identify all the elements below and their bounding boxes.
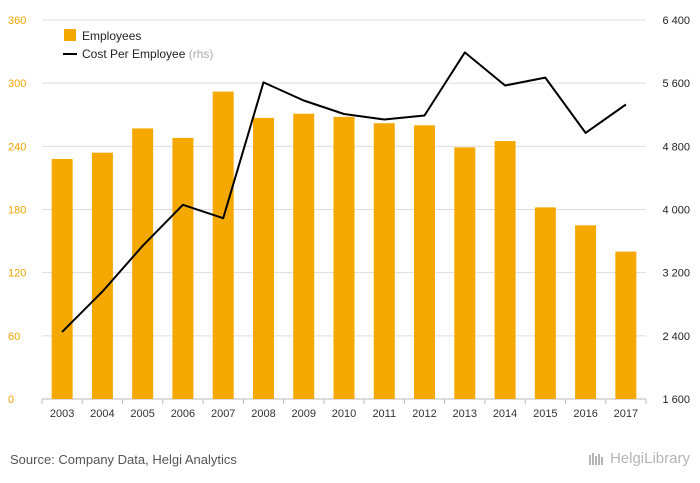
source-note: Source: Company Data, Helgi Analytics: [10, 452, 237, 467]
x-tick-label: 2005: [130, 408, 154, 420]
x-tick-label: 2010: [332, 408, 356, 420]
x-tick-label: 2017: [614, 408, 638, 420]
y-right-tick-label: 5 600: [662, 78, 690, 90]
chart: 0 1 600 60 2 400 120 3 200 180 4 000 240 4 800 300…: [8, 15, 690, 420]
y-left-tick-label: 360: [8, 15, 26, 27]
bar-employees: [293, 113, 315, 400]
x-tick-label: 2006: [171, 408, 195, 420]
bar-employees: [454, 147, 476, 399]
y-right-tick-label: 2 400: [662, 331, 690, 343]
bar-employees: [333, 116, 355, 399]
y-left-tick-label: 240: [8, 141, 26, 153]
bar-employees: [575, 225, 597, 399]
y-right-tick-label: 6 400: [662, 15, 690, 27]
y-right-tick-label: 3 200: [662, 268, 690, 280]
bar-employees: [494, 141, 516, 399]
legend-label-employees: Employees: [82, 29, 141, 43]
bar-employees: [91, 152, 113, 399]
x-tick-label: 2007: [211, 408, 235, 420]
brand-logo: HelgiLibrary: [588, 450, 690, 467]
bar-employees: [132, 128, 154, 400]
y-left-tick-label: 120: [8, 268, 26, 280]
bar-employees: [414, 125, 436, 400]
x-tick-label: 2003: [50, 408, 74, 420]
y-left-tick-label: 0: [8, 394, 14, 406]
y-right-tick-label: 1 600: [662, 394, 690, 406]
legend-label-cost: Cost Per Employee (rhs): [82, 47, 213, 61]
library-icon: [588, 452, 603, 465]
y-right-tick-label: 4 800: [662, 141, 690, 153]
legend-rhs-marker: (rhs): [189, 47, 214, 61]
y-left-tick-label: 300: [8, 78, 26, 90]
x-tick-label: 2011: [372, 408, 396, 420]
x-tick-label: 2004: [90, 408, 114, 420]
bar-employees: [534, 207, 556, 399]
y-right-tick-label: 4 000: [662, 205, 690, 217]
x-tick-label: 2008: [251, 408, 275, 420]
bar-employees: [252, 117, 274, 400]
brand-name: HelgiLibrary: [609, 450, 690, 467]
x-tick-label: 2015: [533, 408, 557, 420]
x-tick-label: 2009: [291, 408, 315, 420]
x-tick-label: 2013: [453, 408, 477, 420]
y-left-tick-label: 180: [8, 205, 26, 217]
bar-employees: [51, 158, 73, 399]
x-tick-label: 2014: [493, 408, 517, 420]
legend-swatch-employees: [64, 29, 76, 41]
x-tick-label: 2012: [412, 408, 436, 420]
y-left-tick-label: 60: [8, 331, 20, 343]
bar-employees: [615, 251, 637, 399]
x-tick-label: 2016: [573, 408, 597, 420]
bar-employees: [373, 123, 395, 399]
bar-employees: [212, 91, 234, 399]
bar-employees: [172, 137, 194, 399]
